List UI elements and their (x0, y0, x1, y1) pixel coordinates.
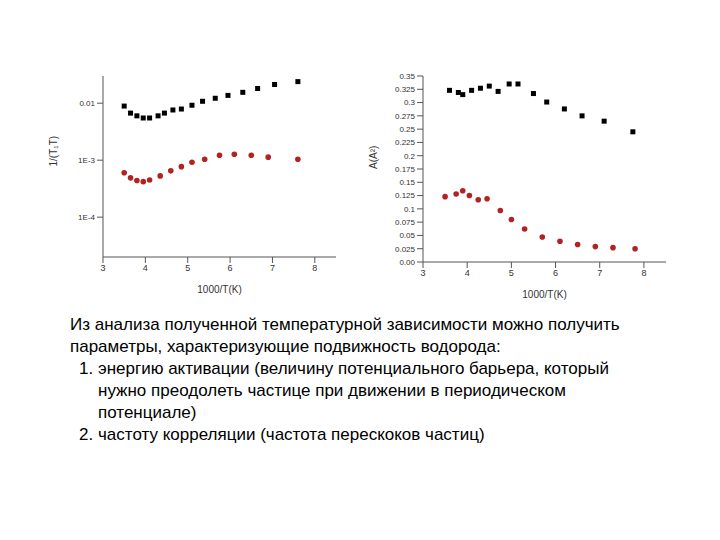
svg-text:0.05: 0.05 (399, 231, 415, 240)
svg-text:8: 8 (312, 263, 317, 273)
svg-text:0.01: 0.01 (79, 99, 95, 108)
svg-text:0.025: 0.025 (395, 245, 416, 254)
svg-text:1E-3: 1E-3 (78, 156, 95, 165)
svg-text:1000/T(K): 1000/T(K) (197, 284, 241, 295)
svg-text:0.325: 0.325 (395, 85, 416, 94)
svg-text:0.3: 0.3 (404, 98, 416, 107)
svg-text:4: 4 (143, 263, 148, 273)
svg-text:6: 6 (553, 268, 558, 278)
svg-text:0.15: 0.15 (399, 178, 415, 187)
svg-text:0.00: 0.00 (399, 258, 415, 267)
html-text:Из анализа полученной температ: Из анализа полученной температурной зави… (70, 315, 620, 356)
svg-text:7: 7 (597, 268, 602, 278)
svg-text:0.25: 0.25 (399, 125, 415, 134)
svg-text:0.075: 0.075 (395, 218, 416, 227)
svg-text:3: 3 (420, 268, 425, 278)
svg-text:1/(T₁T): 1/(T₁T) (48, 136, 59, 167)
svg-text:0.35: 0.35 (399, 72, 415, 81)
svg-text:6: 6 (228, 263, 233, 273)
html-text:частоту корреляции (частота пе: частоту корреляции (частота перескоков ч… (98, 425, 485, 444)
svg-text:0.1: 0.1 (404, 205, 416, 214)
svg-text:A(A²): A(A²) (368, 146, 379, 169)
svg-text:0.2: 0.2 (404, 152, 416, 161)
svg-text:0.175: 0.175 (395, 165, 416, 174)
svg-text:3: 3 (100, 263, 105, 273)
svg-text:5: 5 (509, 268, 514, 278)
svg-text:0.125: 0.125 (395, 191, 416, 200)
svg-text:0.275: 0.275 (395, 112, 416, 121)
svg-text:8: 8 (641, 268, 646, 278)
svg-text:7: 7 (270, 263, 275, 273)
svg-text:4: 4 (465, 268, 470, 278)
svg-text:0.225: 0.225 (395, 138, 416, 147)
svg-text:5: 5 (185, 263, 190, 273)
svg-text:1E-4: 1E-4 (78, 213, 95, 222)
svg-text:1000/T(K): 1000/T(K) (522, 289, 566, 300)
html-text:энергию активации (величину по: энергию активации (величину потенциально… (98, 359, 609, 422)
